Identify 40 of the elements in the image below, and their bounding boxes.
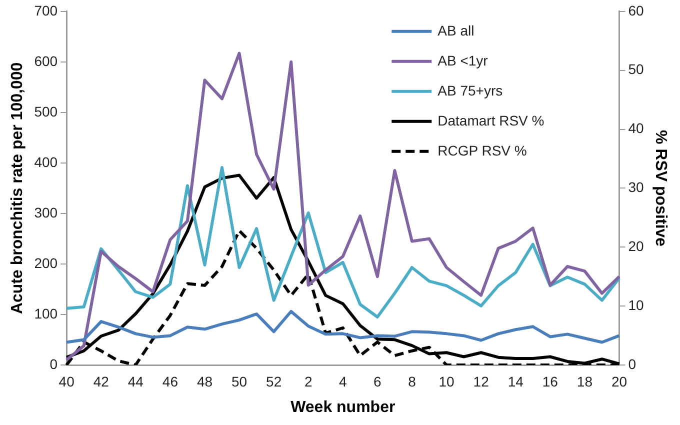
y2-tick-label: 60 <box>628 2 644 18</box>
x-tick-label: 44 <box>128 373 144 390</box>
x-tick-label: 16 <box>542 373 558 390</box>
x-tick-label: 40 <box>58 373 75 390</box>
y2-tick-label: 30 <box>628 179 644 196</box>
legend-label: RCGP RSV % <box>438 142 527 158</box>
y-tick-label: 200 <box>34 254 58 271</box>
y-tick-label: 500 <box>34 103 58 120</box>
x-tick-label: 50 <box>231 373 248 390</box>
y-tick-label: 0 <box>50 356 58 372</box>
y2-tick-label: 20 <box>628 238 644 254</box>
x-tick-label: 4 <box>338 373 347 390</box>
y2-tick-label: 50 <box>628 61 644 78</box>
y2-axis-title: % RSV positive <box>652 130 669 247</box>
y-axis-title: Acute bronchitis rate per 100,000 <box>9 62 26 314</box>
x-tick-label: 8 <box>408 373 416 390</box>
x-tick-label: 12 <box>473 373 490 390</box>
x-tick-label: 18 <box>576 373 593 390</box>
y-tick-label: 100 <box>34 305 58 322</box>
x-tick-label: 6 <box>374 373 382 390</box>
y-tick-label: 700 <box>34 2 58 18</box>
legend-label: Datamart RSV % <box>438 112 544 128</box>
y-tick-label: 400 <box>34 154 58 170</box>
x-axis-title: Week number <box>290 398 396 416</box>
x-tick-label: 14 <box>508 373 524 390</box>
x-tick-label: 46 <box>162 373 178 390</box>
x-tick-label: 48 <box>196 373 213 390</box>
legend-label: AB all <box>438 22 474 38</box>
x-tick-label: 42 <box>93 373 110 390</box>
legend-label: AB <1yr <box>438 52 488 68</box>
x-tick-label: 10 <box>438 373 455 390</box>
y-tick-label: 600 <box>34 52 58 69</box>
x-tick-label: 2 <box>304 373 312 390</box>
legend-label: AB 75+yrs <box>438 82 503 98</box>
y2-tick-label: 0 <box>628 356 636 372</box>
x-tick-label: 20 <box>611 373 628 390</box>
x-tick-label: 52 <box>266 373 282 390</box>
y-tick-label: 300 <box>34 204 58 220</box>
y2-tick-label: 10 <box>628 296 644 313</box>
y2-tick-label: 40 <box>628 120 644 136</box>
